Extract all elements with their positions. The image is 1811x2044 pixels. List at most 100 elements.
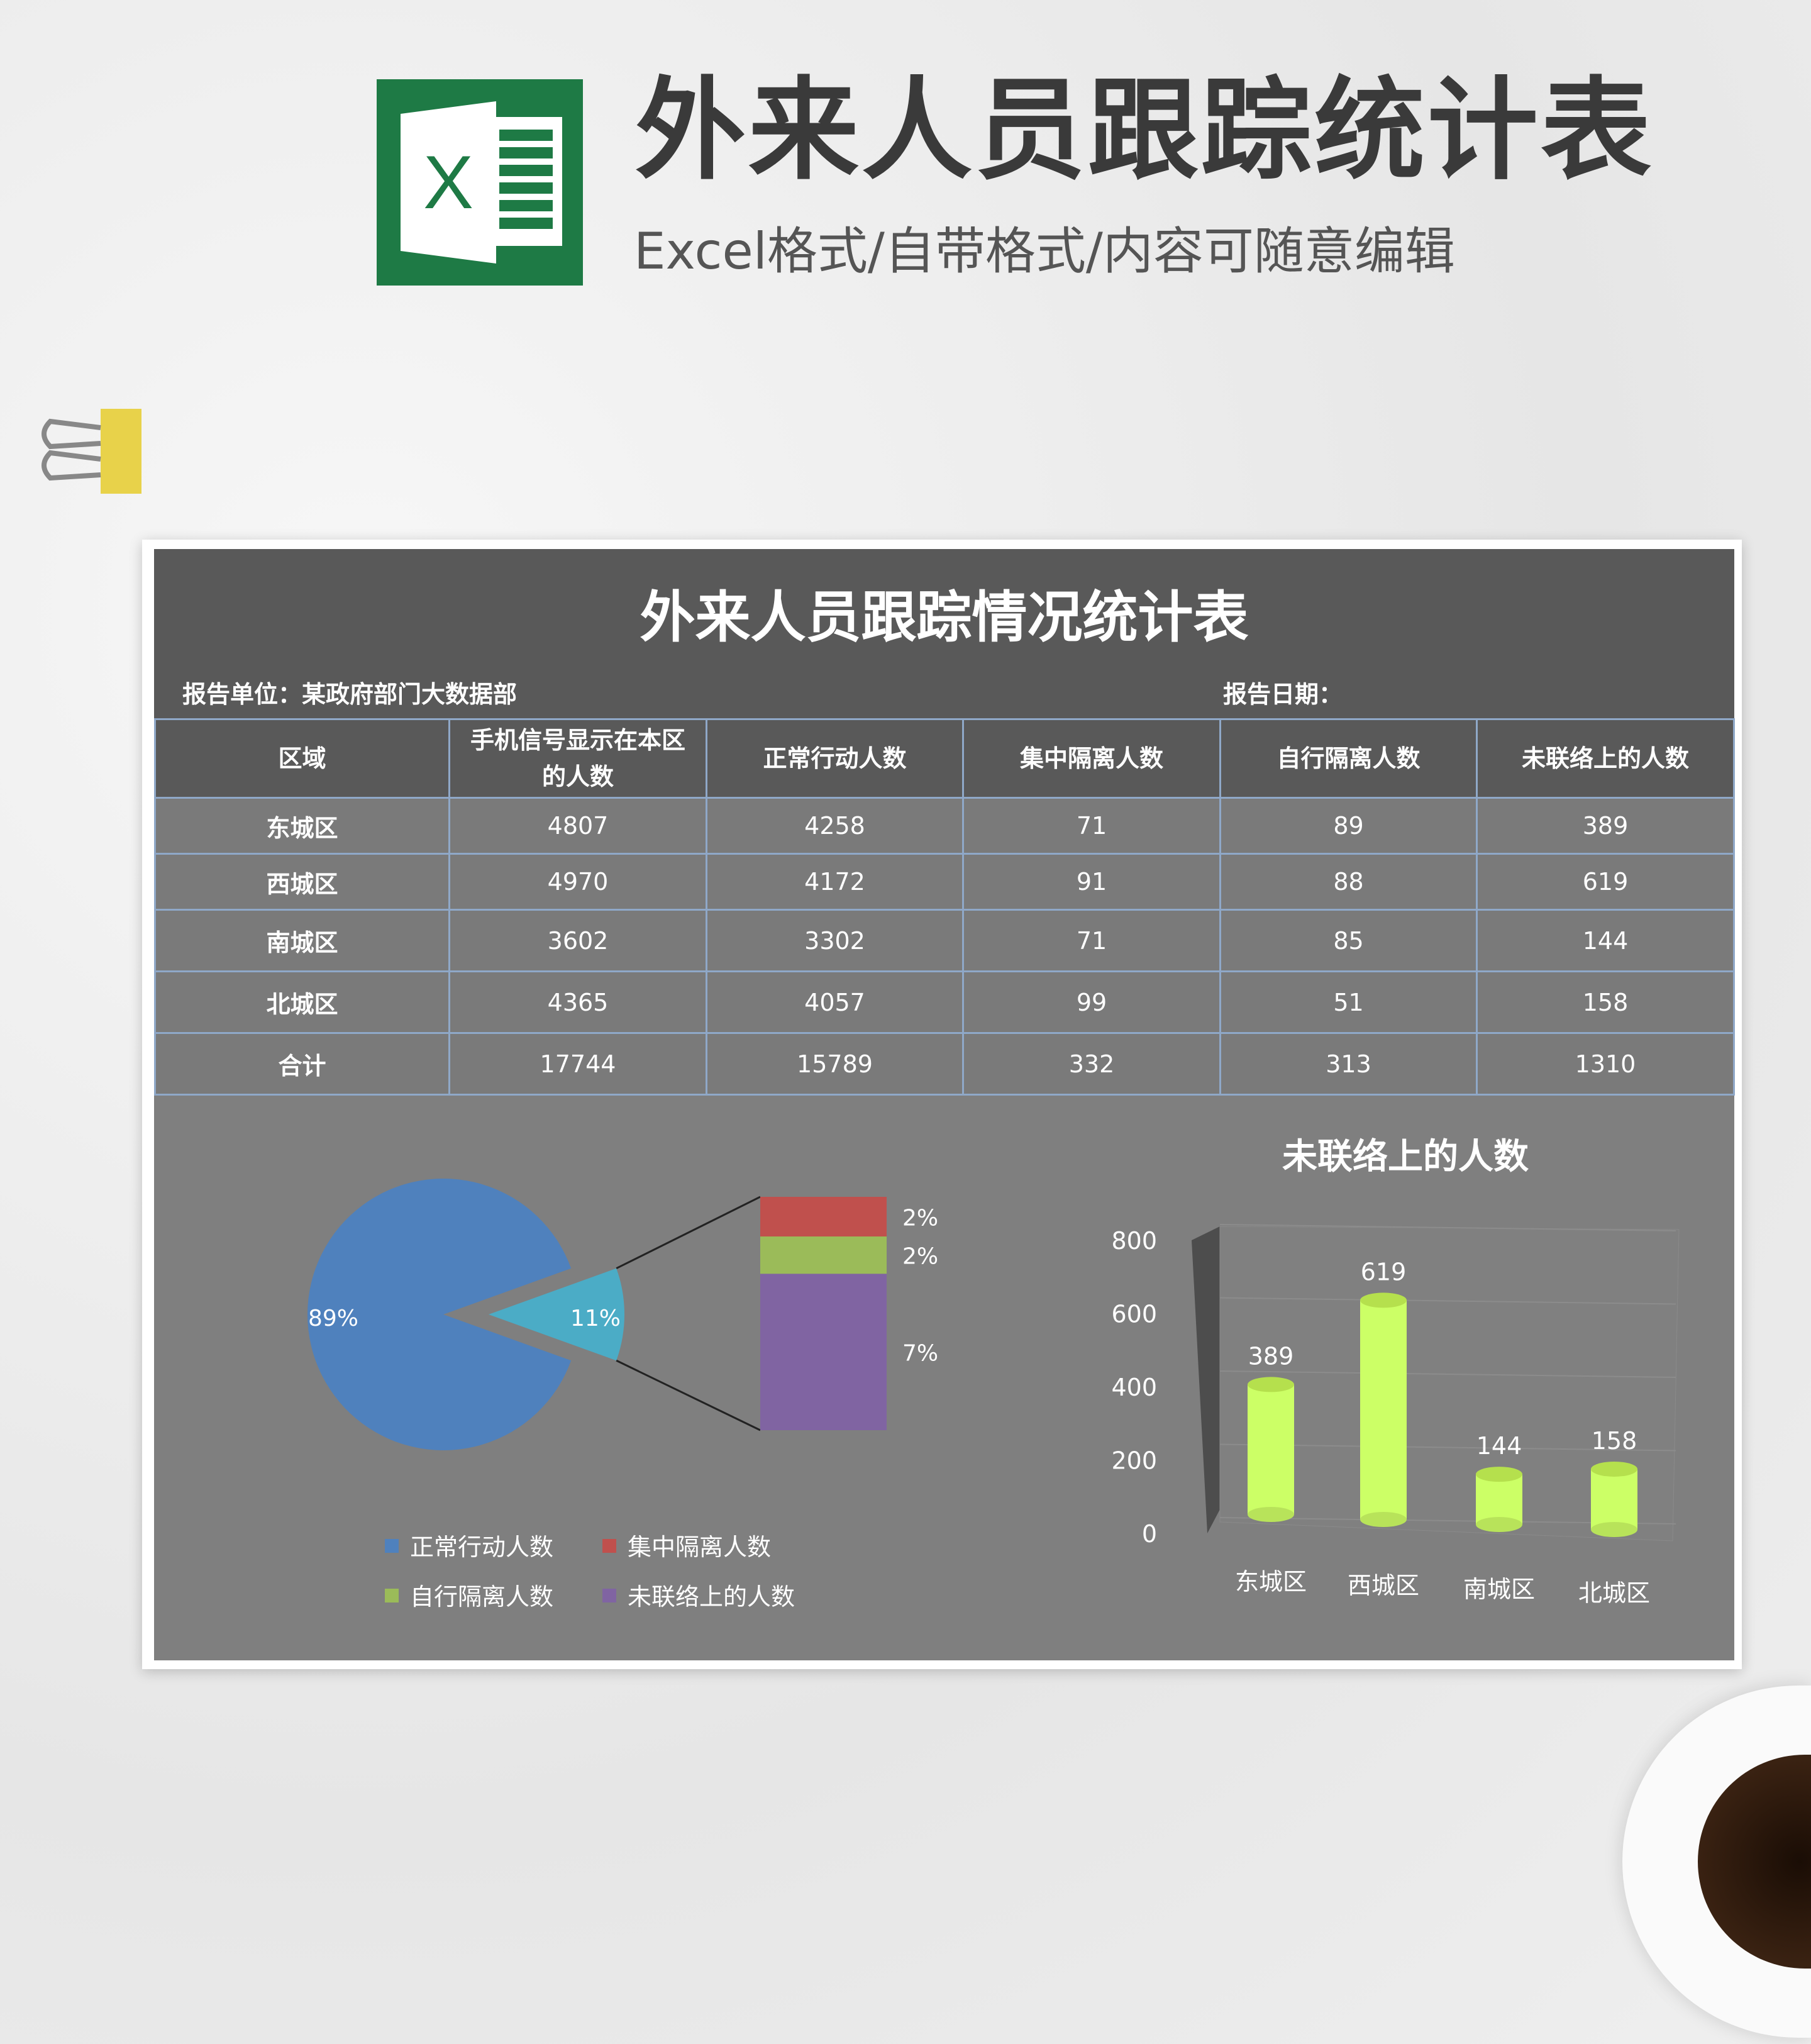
pie-slice-normal bbox=[307, 1179, 572, 1451]
value-cell: 88 bbox=[1219, 853, 1478, 911]
connector-line bbox=[616, 1196, 761, 1270]
bar-cylinder-base bbox=[1591, 1522, 1637, 1537]
value-cell: 313 bbox=[1219, 1032, 1478, 1096]
page-subtitle: Excel格式/自带格式/内容可随意编辑 bbox=[634, 222, 1455, 280]
value-cell: 3302 bbox=[706, 909, 964, 972]
region-cell: 合计 bbox=[154, 1032, 450, 1096]
legend-swatch bbox=[602, 1589, 616, 1602]
value-cell: 15789 bbox=[706, 1032, 964, 1096]
bar-value-label: 619 bbox=[1361, 1258, 1407, 1286]
value-cell: 4365 bbox=[448, 970, 707, 1034]
value-cell: 4807 bbox=[448, 797, 707, 855]
value-cell: 71 bbox=[962, 797, 1221, 855]
value-cell: 4172 bbox=[706, 853, 964, 911]
bar-cylinder bbox=[1360, 1300, 1407, 1519]
value-cell: 91 bbox=[962, 853, 1221, 911]
stats-table: 区域 手机信号显示在本区的人数 正常行动人数 集中隔离人数 自行隔离人数 未联络… bbox=[154, 718, 1735, 1096]
value-cell: 3602 bbox=[448, 909, 707, 972]
value-cell: 389 bbox=[1476, 797, 1735, 855]
y-tick-label: 600 bbox=[1111, 1301, 1157, 1328]
region-cell: 西城区 bbox=[154, 853, 450, 911]
value-cell: 144 bbox=[1476, 909, 1735, 972]
legend-label: 自行隔离人数 bbox=[410, 1583, 553, 1611]
legend-label: 集中隔离人数 bbox=[628, 1533, 771, 1561]
page-title: 外来人员跟踪统计表 bbox=[635, 66, 1654, 195]
col-header: 集中隔离人数 bbox=[962, 718, 1221, 799]
legend-swatch bbox=[385, 1589, 399, 1602]
bar-cylinder bbox=[1591, 1469, 1637, 1530]
x-tick-label: 西城区 bbox=[1348, 1572, 1419, 1599]
excel-logo: X bbox=[377, 79, 583, 286]
pie-label: 89% bbox=[308, 1306, 358, 1331]
value-cell: 1310 bbox=[1476, 1032, 1735, 1096]
y-tick-label: 200 bbox=[1111, 1447, 1157, 1475]
secondary-label: 2% bbox=[902, 1244, 938, 1270]
secondary-label: 2% bbox=[902, 1206, 938, 1231]
bar-chart-title: 未联络上的人数 bbox=[1282, 1136, 1529, 1177]
pie-label: 11% bbox=[570, 1306, 621, 1331]
bar-value-label: 158 bbox=[1592, 1427, 1637, 1455]
spreadsheet: 外来人员跟踪情况统计表 报告单位：某政府部门大数据部 报告日期： 区域 手机信号… bbox=[154, 549, 1735, 1660]
value-cell: 71 bbox=[962, 909, 1221, 972]
table-row: 东城区 4807 4258 71 89 389 bbox=[154, 797, 1735, 855]
table-row: 北城区 4365 4057 99 51 158 bbox=[154, 970, 1735, 1034]
value-cell: 51 bbox=[1219, 970, 1478, 1034]
value-cell: 619 bbox=[1476, 853, 1735, 911]
binder-clip-icon bbox=[38, 409, 151, 506]
col-header: 手机信号显示在本区的人数 bbox=[448, 718, 707, 799]
secondary-label: 7% bbox=[902, 1341, 938, 1367]
table-row: 南城区 3602 3302 71 85 144 bbox=[154, 909, 1735, 972]
svg-text:X: X bbox=[423, 140, 474, 225]
bar-cylinder-base bbox=[1476, 1517, 1522, 1532]
region-cell: 北城区 bbox=[154, 970, 450, 1034]
col-header: 正常行动人数 bbox=[706, 718, 964, 799]
legend-swatch bbox=[602, 1539, 616, 1553]
value-cell: 4057 bbox=[706, 970, 964, 1034]
bar-cylinder-top bbox=[1476, 1467, 1522, 1482]
bar-cylinder-top bbox=[1591, 1461, 1637, 1477]
y-tick-label: 800 bbox=[1111, 1227, 1157, 1255]
col-header: 未联络上的人数 bbox=[1476, 718, 1735, 799]
value-cell: 89 bbox=[1219, 797, 1478, 855]
report-unit: 报告单位：某政府部门大数据部 bbox=[182, 680, 518, 708]
value-cell: 332 bbox=[962, 1032, 1221, 1096]
bar-value-label: 389 bbox=[1248, 1342, 1294, 1370]
bar-cylinder-top bbox=[1360, 1292, 1407, 1308]
value-cell: 4258 bbox=[706, 797, 964, 855]
bar-value-label: 144 bbox=[1476, 1432, 1522, 1460]
gridline bbox=[1219, 1443, 1676, 1452]
legend-label: 未联络上的人数 bbox=[628, 1583, 795, 1611]
value-cell: 85 bbox=[1219, 909, 1478, 972]
chart-back-wall bbox=[1192, 1226, 1220, 1533]
col-header: 区域 bbox=[154, 718, 450, 799]
bar-cylinder-base bbox=[1248, 1507, 1294, 1522]
region-cell: 东城区 bbox=[154, 797, 450, 855]
connector-line bbox=[616, 1359, 761, 1431]
legend-label: 正常行动人数 bbox=[410, 1533, 553, 1561]
report-date: 报告日期： bbox=[1223, 680, 1343, 708]
y-tick-label: 400 bbox=[1111, 1374, 1157, 1401]
table-row: 合计 17744 15789 332 313 1310 bbox=[154, 1032, 1735, 1096]
legend-swatch bbox=[385, 1539, 399, 1553]
x-tick-label: 北城区 bbox=[1578, 1579, 1650, 1607]
x-tick-label: 南城区 bbox=[1463, 1575, 1535, 1603]
bar-cylinder bbox=[1248, 1384, 1294, 1514]
bar-cylinder-base bbox=[1360, 1512, 1407, 1527]
table-row: 西城区 4970 4172 91 88 619 bbox=[154, 853, 1735, 911]
secondary-bar-segment bbox=[760, 1197, 887, 1237]
bar-cylinder bbox=[1476, 1474, 1522, 1525]
bar-cylinder-top bbox=[1248, 1377, 1294, 1392]
value-cell: 99 bbox=[962, 970, 1221, 1034]
value-cell: 17744 bbox=[448, 1032, 707, 1096]
sheet-title: 外来人员跟踪情况统计表 bbox=[640, 584, 1249, 650]
region-cell: 南城区 bbox=[154, 909, 450, 972]
table-header-row: 区域 手机信号显示在本区的人数 正常行动人数 集中隔离人数 自行隔离人数 未联络… bbox=[154, 718, 1735, 799]
gridline bbox=[1219, 1297, 1676, 1305]
secondary-bar-segment bbox=[760, 1274, 887, 1430]
pie-slice-other bbox=[489, 1268, 624, 1361]
gridline bbox=[1219, 1224, 1676, 1231]
gridline bbox=[1219, 1370, 1676, 1378]
secondary-bar-segment bbox=[760, 1236, 887, 1274]
value-cell: 158 bbox=[1476, 970, 1735, 1034]
